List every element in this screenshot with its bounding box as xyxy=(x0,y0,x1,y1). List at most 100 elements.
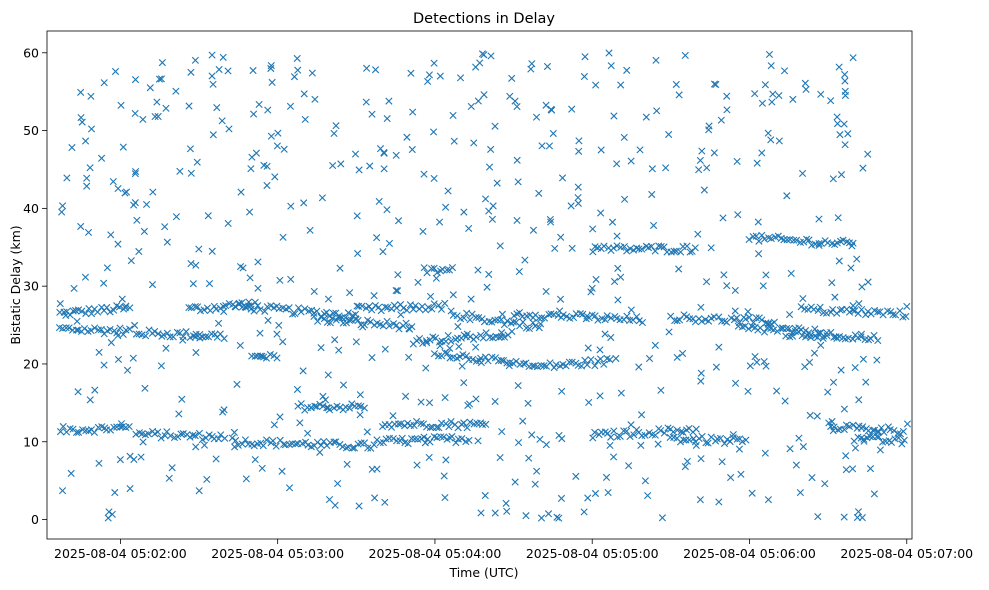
data-point xyxy=(258,352,266,360)
data-point xyxy=(425,453,433,462)
data-point xyxy=(840,513,848,521)
y-tick-label: 50 xyxy=(23,123,39,138)
data-point xyxy=(470,139,478,147)
data-point xyxy=(519,417,527,425)
data-point xyxy=(764,319,772,327)
data-point xyxy=(797,303,805,311)
data-point xyxy=(463,309,471,317)
data-point xyxy=(114,332,122,340)
data-point xyxy=(496,242,504,250)
data-point xyxy=(744,325,753,333)
data-point xyxy=(415,335,424,343)
data-point xyxy=(249,66,257,75)
data-point xyxy=(247,165,255,173)
data-point xyxy=(275,321,283,329)
data-point xyxy=(896,307,904,315)
data-point xyxy=(125,422,133,431)
data-point xyxy=(697,303,705,311)
data-point xyxy=(696,496,704,504)
data-point xyxy=(644,491,652,500)
data-point xyxy=(116,456,124,464)
data-point xyxy=(742,315,750,323)
data-point xyxy=(832,333,840,341)
data-point xyxy=(80,325,89,333)
data-point xyxy=(131,321,139,329)
data-point xyxy=(491,122,499,130)
data-point xyxy=(320,437,328,446)
data-point xyxy=(370,441,378,449)
data-point xyxy=(478,420,487,429)
data-point xyxy=(609,244,618,252)
data-point xyxy=(636,146,644,154)
data-point xyxy=(234,441,242,449)
data-point xyxy=(862,378,870,386)
data-point xyxy=(479,334,487,342)
data-point xyxy=(448,432,456,441)
data-point xyxy=(127,257,135,265)
data-point xyxy=(465,224,473,233)
data-point xyxy=(209,131,217,139)
data-point xyxy=(769,326,778,334)
data-point xyxy=(665,130,673,139)
data-point xyxy=(637,411,646,419)
data-point xyxy=(744,387,752,395)
data-point xyxy=(242,475,250,483)
data-point xyxy=(638,318,647,327)
data-point xyxy=(762,362,770,370)
data-point xyxy=(591,362,599,370)
data-point xyxy=(660,429,669,437)
data-point xyxy=(148,281,157,289)
data-point xyxy=(358,302,366,310)
data-point xyxy=(676,438,685,446)
data-point xyxy=(620,242,628,251)
data-point xyxy=(670,247,678,255)
data-point xyxy=(542,441,550,449)
data-point xyxy=(698,432,706,441)
data-point xyxy=(752,232,760,240)
data-point xyxy=(205,280,214,288)
data-point xyxy=(279,233,287,241)
data-point xyxy=(760,235,769,243)
data-point xyxy=(472,343,480,351)
chart-title: Detections in Delay xyxy=(413,11,555,27)
data-point xyxy=(293,385,302,394)
data-point xyxy=(126,485,134,493)
data-point xyxy=(686,248,694,256)
data-point xyxy=(420,264,428,272)
data-point xyxy=(269,437,277,445)
data-point xyxy=(166,333,174,341)
data-point xyxy=(153,98,161,106)
data-point xyxy=(263,181,271,190)
data-point xyxy=(513,102,521,111)
data-point xyxy=(91,386,99,394)
data-point xyxy=(351,310,360,318)
data-point xyxy=(857,330,866,338)
data-point xyxy=(95,459,103,467)
data-point xyxy=(589,248,597,256)
data-point xyxy=(404,440,412,448)
data-point xyxy=(137,453,145,461)
x-axis-ticks: 2025-08-04 05:02:00 2025-08-04 05:03:00 20… xyxy=(54,539,973,561)
data-point xyxy=(435,218,444,226)
data-point xyxy=(117,101,125,109)
data-point xyxy=(325,312,334,320)
data-point xyxy=(765,50,774,59)
data-point xyxy=(511,97,519,105)
data-point xyxy=(623,312,631,320)
data-point xyxy=(707,244,715,252)
data-point xyxy=(179,336,187,344)
data-point xyxy=(657,426,665,435)
data-point xyxy=(607,333,615,342)
data-point xyxy=(151,112,159,121)
data-point xyxy=(273,142,281,150)
data-point xyxy=(376,145,385,153)
data-point xyxy=(829,427,837,435)
data-point xyxy=(256,305,264,314)
data-point xyxy=(606,441,614,450)
data-point xyxy=(547,310,555,318)
data-point xyxy=(392,151,400,159)
data-point xyxy=(462,333,470,341)
data-point xyxy=(677,428,685,436)
data-point xyxy=(502,499,510,507)
data-point xyxy=(790,236,798,244)
